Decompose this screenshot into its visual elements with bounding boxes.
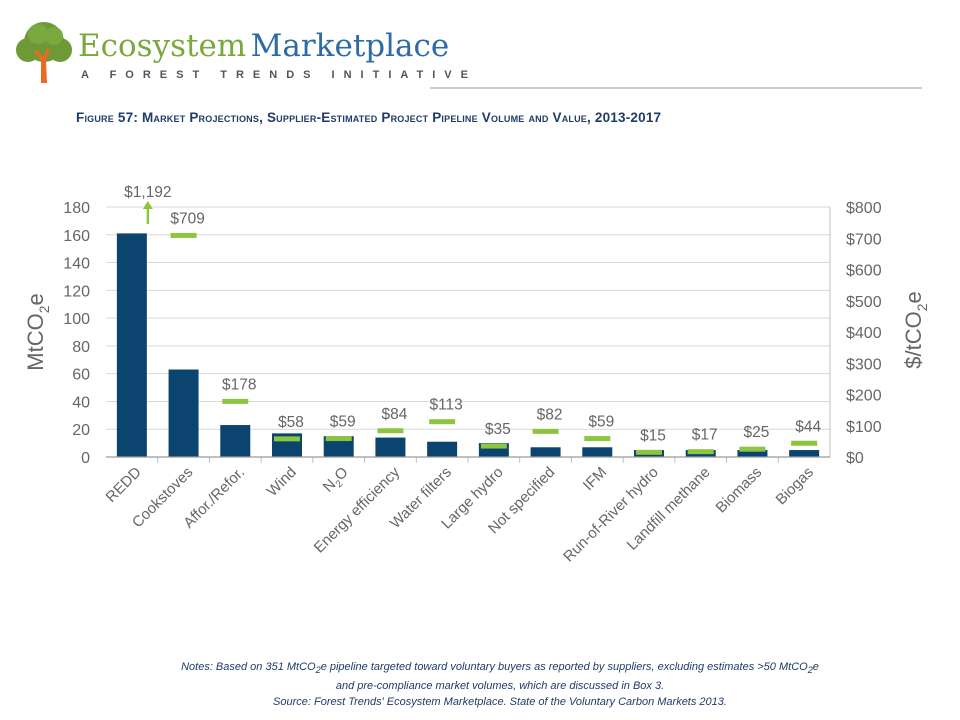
brand-ecosystem: Ecosystem [78, 28, 247, 64]
category-label: Biogas [773, 464, 817, 508]
value-marker [222, 398, 249, 404]
value-label: $113 [429, 397, 462, 414]
bar [530, 447, 561, 457]
category-label: IFM [580, 464, 610, 494]
y-left-tick-label: 80 [72, 339, 90, 356]
category-label-text: Biogas [773, 464, 817, 508]
y-left-axis-title-tail: e [23, 293, 48, 305]
notes-line-1: Notes: Based on 351 MtCO2e pipeline targ… [60, 659, 940, 678]
category-label-text: Run-of-River hydro [560, 464, 662, 566]
category-label-text: REDD [103, 464, 145, 506]
value-marker [739, 446, 766, 452]
y-left-axis-title-subscript: 2 [36, 305, 52, 313]
notes-subscript-1: 2 [315, 665, 321, 676]
brand-title: Ecosystem Marketplace [78, 28, 449, 64]
logo: Ecosystem Marketplace A FOREST TRENDS IN… [14, 20, 534, 90]
value-marker [584, 436, 611, 442]
value-marker [791, 440, 818, 446]
value-marker [274, 436, 300, 442]
value-marker [325, 436, 352, 442]
y-left-tick-label: 40 [72, 394, 90, 411]
category-label: Wind [264, 464, 300, 500]
y-left-tick-label: 20 [72, 422, 90, 439]
value-label: $25 [743, 424, 769, 441]
notes-subscript-2: 2 [807, 665, 813, 676]
y-right-tick-label: $400 [846, 325, 882, 342]
category-label-text: Wind [264, 464, 300, 500]
notes-text-2: e pipeline targeted toward voluntary buy… [320, 661, 808, 673]
y-left-axis-title: MtCO2e [23, 293, 52, 371]
notes: Notes: Based on 351 MtCO2e pipeline targ… [60, 659, 940, 710]
category-label: Biomass [713, 464, 766, 517]
bar [789, 450, 820, 457]
bar [323, 436, 354, 457]
y-right-axis-title-text: $/tCO [901, 311, 926, 368]
y-right-axis-title-subscript: 2 [914, 303, 930, 311]
brand-tagline: A FOREST TRENDS INITIATIVE [81, 69, 477, 81]
category-label-text: IFM [580, 464, 610, 494]
y-left-tick-label: 60 [72, 367, 90, 384]
y-right-tick-label: $200 [846, 388, 882, 405]
bar [116, 233, 147, 457]
value-label: $709 [170, 210, 204, 227]
y-right-axis-title: $/tCO2e [901, 291, 930, 369]
notes-text-3: e [812, 661, 819, 673]
value-marker [429, 419, 456, 425]
value-marker [687, 449, 714, 455]
bar [737, 450, 768, 457]
y-right-tick-label: $800 [846, 200, 882, 217]
value-label: $35 [485, 421, 511, 438]
value-label: $59 [588, 414, 614, 431]
header-divider [430, 87, 922, 89]
value-label: $178 [222, 376, 256, 393]
bar [168, 369, 199, 457]
value-marker [480, 443, 507, 449]
y-right-tick-label: $500 [846, 294, 882, 311]
bar [220, 425, 251, 457]
value-overflow-arrowhead [142, 201, 153, 209]
y-right-tick-label: $700 [846, 231, 882, 248]
y-left-tick-label: 180 [63, 200, 90, 217]
category-label: Run-of-River hydro [560, 464, 662, 566]
source-line: Source: Forest Trends' Ecosystem Marketp… [273, 696, 727, 709]
value-label: $17 [692, 427, 718, 444]
y-right-tick-label: $0 [846, 450, 864, 467]
value-label: $58 [278, 414, 304, 431]
value-label: $82 [537, 406, 563, 423]
tree-logo-icon [16, 22, 72, 83]
value-label: $15 [640, 427, 666, 444]
y-left-tick-label: 0 [81, 450, 90, 467]
value-marker [377, 428, 404, 434]
bar [427, 441, 458, 457]
category-label-text: Biomass [713, 464, 766, 517]
value-label: $1,192 [124, 184, 171, 201]
y-left-tick-label: 100 [63, 311, 90, 328]
value-label: $44 [795, 418, 821, 435]
y-right-tick-label: $100 [846, 419, 882, 436]
brand-marketplace: Marketplace [250, 28, 450, 64]
y-left-tick-label: 120 [63, 283, 90, 300]
y-left-axis-title-text: MtCO [23, 313, 48, 370]
value-label: $59 [330, 414, 356, 431]
notes-line-2: and pre-compliance market volumes, which… [335, 680, 665, 693]
category-label: N2O [320, 464, 354, 498]
y-left-tick-label: 140 [63, 256, 90, 273]
y-right-axis-title-tail: e [901, 291, 926, 303]
value-marker [170, 232, 197, 238]
y-left-tick-label: 160 [63, 228, 90, 245]
value-label: $84 [381, 406, 407, 423]
bar [375, 437, 406, 457]
value-marker [532, 428, 559, 434]
value-marker [636, 449, 662, 455]
figure-title: Figure 57: Market Projections, Supplier-… [76, 110, 662, 125]
bar [582, 447, 613, 457]
y-right-tick-label: $600 [846, 263, 882, 280]
category-label: REDD [103, 464, 145, 506]
notes-text-1: Notes: Based on 351 MtCO [181, 661, 316, 673]
y-right-tick-label: $300 [846, 356, 882, 373]
